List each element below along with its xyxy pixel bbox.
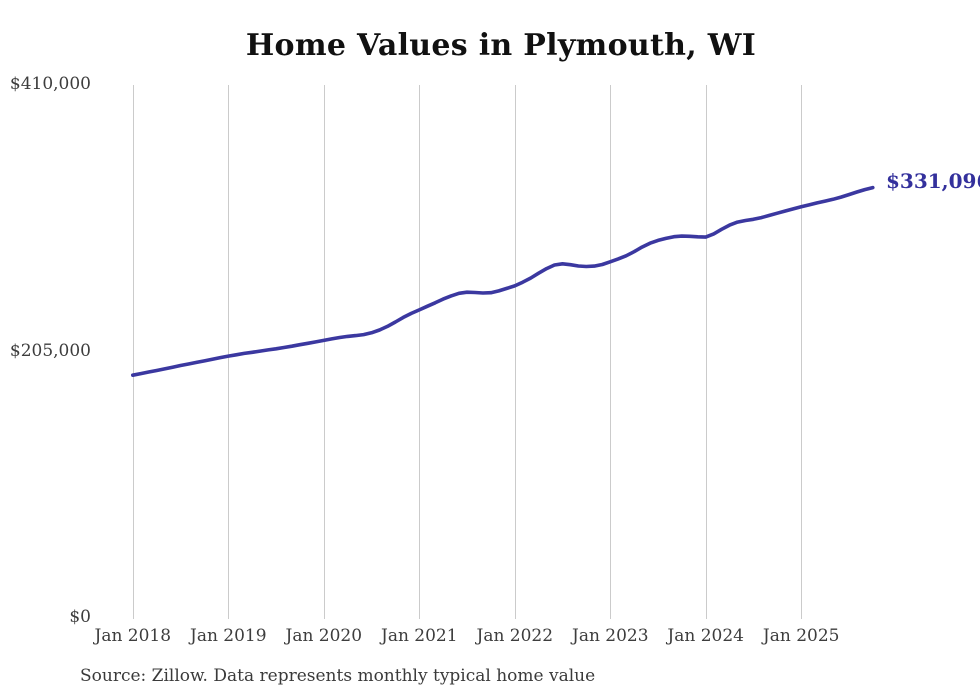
home-values-line	[131, 185, 875, 377]
x-axis-tick-label: Jan 2019	[190, 626, 267, 646]
latest-value-label: $331,096	[886, 169, 980, 193]
y-axis-tick-label: $205,000	[9, 341, 91, 361]
gridline	[323, 85, 325, 619]
y-axis-tick-label: $410,000	[9, 74, 91, 94]
gridline	[801, 85, 803, 619]
x-axis-tick-label: Jan 2022	[476, 626, 554, 646]
chart-title: Home Values in Plymouth, WI	[245, 28, 757, 63]
x-axis-tick-label: Jan 2023	[572, 626, 649, 646]
gridline	[132, 85, 134, 619]
gridline	[419, 85, 421, 619]
y-axis-tick-label: $0	[69, 607, 91, 627]
source-note: Source: Zillow. Data represents monthly …	[80, 666, 596, 686]
gridline	[514, 85, 516, 619]
gridline	[705, 85, 707, 619]
x-axis-tick-label: Jan 2018	[94, 626, 172, 646]
gridline	[228, 85, 230, 619]
gridline	[610, 85, 612, 619]
x-axis-tick-label: Jan 2025	[762, 626, 840, 646]
x-axis-tick-label: Jan 2020	[285, 626, 363, 646]
x-axis-tick-label: Jan 2021	[381, 626, 458, 646]
x-axis-tick-label: Jan 2024	[667, 626, 744, 646]
